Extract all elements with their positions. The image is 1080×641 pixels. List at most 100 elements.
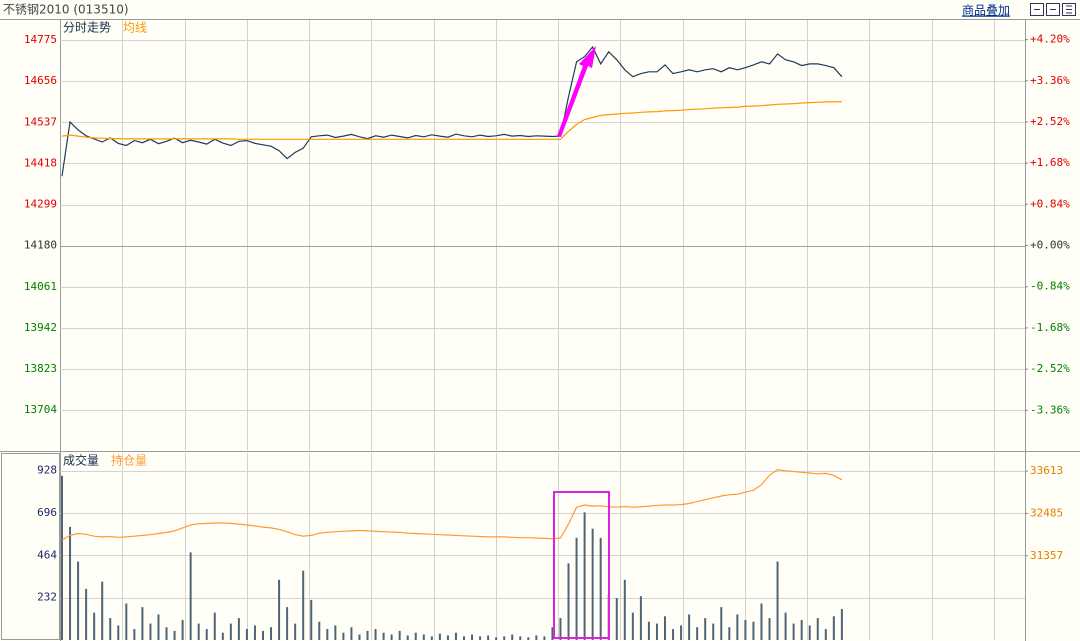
y2-tick-label: 31357 bbox=[1030, 549, 1063, 562]
annotation-arrow bbox=[557, 46, 596, 137]
volume-bar bbox=[77, 561, 80, 640]
volume-bar bbox=[69, 526, 72, 640]
volume-bar bbox=[599, 537, 602, 640]
y-tick-label: 464 bbox=[37, 548, 57, 561]
volume-bar bbox=[374, 629, 377, 640]
legend-entry: 均线 bbox=[123, 21, 147, 35]
volume-bar bbox=[567, 563, 570, 640]
y2-tick-label: +2.52% bbox=[1030, 115, 1070, 128]
volume-bar bbox=[527, 637, 530, 640]
volume-bar bbox=[221, 632, 224, 640]
legend-entry: 分时走势 bbox=[63, 21, 111, 35]
volume-bar bbox=[688, 614, 691, 640]
y-tick-label: 14656 bbox=[24, 74, 57, 87]
volume-bar bbox=[696, 627, 699, 640]
volume-bar bbox=[454, 632, 457, 640]
y-tick-label: 14418 bbox=[24, 156, 57, 169]
volume-bar bbox=[543, 636, 546, 640]
volume-bar bbox=[471, 634, 474, 640]
volume-bar bbox=[189, 552, 192, 640]
volume-bar bbox=[237, 618, 240, 640]
y-tick-label: 928 bbox=[37, 464, 57, 477]
volume-bar bbox=[446, 635, 449, 640]
y2-tick-label: +0.84% bbox=[1030, 197, 1070, 210]
volume-bar bbox=[511, 634, 514, 640]
toolbar-icons[interactable] bbox=[1030, 3, 1076, 16]
volume-bar bbox=[430, 636, 433, 640]
y-tick-label: 14299 bbox=[24, 198, 57, 211]
y2-tick-label: -2.52% bbox=[1030, 362, 1070, 375]
volume-bar bbox=[197, 623, 200, 640]
volume-axis-box bbox=[1, 453, 60, 640]
volume-bar bbox=[61, 475, 63, 640]
volume-bar bbox=[712, 623, 715, 640]
y-tick-label: 14180 bbox=[24, 239, 57, 252]
volume-bar bbox=[639, 596, 642, 640]
volume-bar bbox=[270, 627, 273, 640]
volume-bar bbox=[245, 629, 248, 640]
volume-bar bbox=[768, 618, 771, 640]
volume-bar bbox=[149, 623, 152, 640]
y-tick-label: 14537 bbox=[24, 115, 57, 128]
annotation-box bbox=[553, 491, 610, 639]
y2-tick-label: +0.00% bbox=[1030, 239, 1070, 252]
window-title: 不锈钢2010 (013510) bbox=[3, 3, 129, 17]
volume-bar bbox=[583, 512, 586, 640]
y2-tick-label: 32485 bbox=[1030, 506, 1063, 519]
volume-bar bbox=[350, 627, 353, 640]
volume-bar bbox=[832, 616, 835, 640]
volume-bar bbox=[664, 616, 666, 640]
volume-bar bbox=[519, 636, 522, 640]
volume-bar bbox=[382, 632, 385, 640]
volume-bar bbox=[262, 630, 264, 640]
y-tick-label: 14775 bbox=[24, 33, 57, 46]
volume-bar bbox=[808, 625, 811, 640]
volume-bar bbox=[752, 621, 755, 640]
y2-tick-label: -0.84% bbox=[1030, 280, 1070, 293]
y2-tick-label: 33613 bbox=[1030, 464, 1063, 477]
volume-bar bbox=[302, 570, 305, 640]
volume-bar bbox=[141, 607, 144, 640]
volume-bar bbox=[406, 635, 409, 640]
volume-bar bbox=[816, 618, 819, 640]
y-tick-label: 13942 bbox=[24, 321, 57, 334]
volume-bar bbox=[358, 634, 361, 640]
volume-bar bbox=[438, 633, 441, 640]
volume-bar bbox=[840, 608, 843, 640]
volume-bar bbox=[647, 621, 650, 640]
y-tick-label: 232 bbox=[37, 591, 57, 604]
volume-bar bbox=[760, 603, 763, 640]
volume-bar bbox=[736, 614, 739, 640]
volume-bar bbox=[535, 635, 538, 640]
series-line bbox=[61, 468, 843, 541]
volume-bar bbox=[205, 629, 208, 640]
y-tick-label: 696 bbox=[37, 506, 57, 519]
y2-tick-label: +1.68% bbox=[1030, 156, 1070, 169]
icon-glyph bbox=[1034, 5, 1072, 14]
volume-bar bbox=[109, 618, 112, 640]
volume-bar bbox=[559, 618, 562, 640]
volume-bar bbox=[623, 579, 626, 640]
volume-bar bbox=[229, 623, 232, 640]
overlay-link[interactable]: 商品叠加 bbox=[962, 3, 1010, 18]
volume-bar bbox=[85, 588, 88, 640]
volume-bar bbox=[631, 612, 634, 640]
legend-entry: 持仓量 bbox=[111, 453, 147, 468]
volume-bar bbox=[334, 625, 337, 640]
volume-bar bbox=[487, 635, 490, 640]
volume-bar bbox=[117, 625, 120, 640]
volume-bar bbox=[575, 537, 578, 640]
y-tick-label: 14061 bbox=[24, 280, 57, 293]
volume-bar bbox=[93, 612, 96, 640]
y2-tick-label: +4.20% bbox=[1030, 33, 1070, 46]
volume-bar bbox=[463, 636, 465, 640]
volume-bar bbox=[318, 621, 321, 640]
volume-bar bbox=[680, 625, 683, 640]
volume-bar bbox=[615, 598, 618, 640]
y2-tick-label: -3.36% bbox=[1030, 403, 1070, 416]
volume-bar bbox=[744, 619, 747, 640]
volume-bar bbox=[784, 612, 787, 640]
volume-bar bbox=[181, 619, 184, 640]
